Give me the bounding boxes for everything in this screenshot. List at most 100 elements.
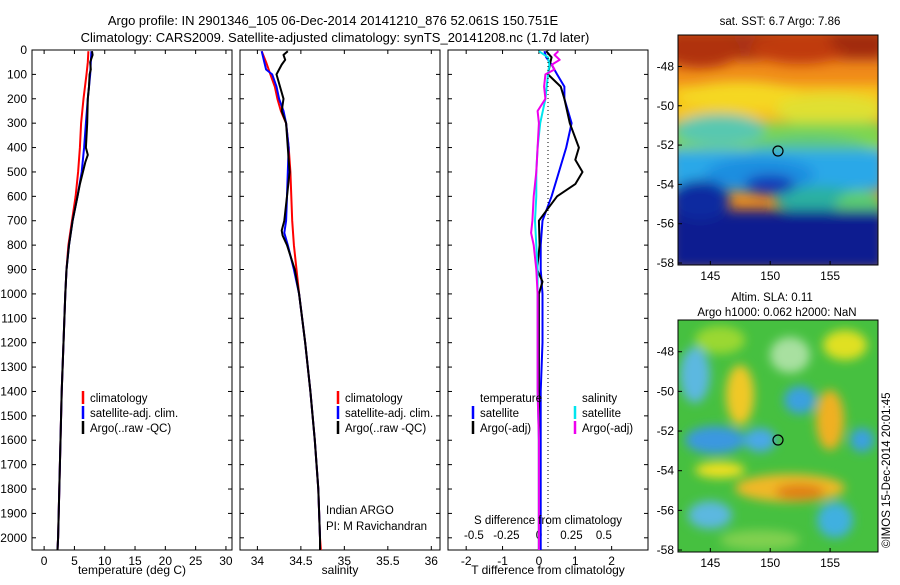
depth-tick-label: 200 [7,92,27,106]
lon-tick-label: 155 [820,556,840,570]
x-tick-label: 35 [338,554,352,568]
profile-lines [56,50,584,551]
figure-title-line1: Argo profile: IN 2901346_105 06-Dec-2014… [108,13,559,28]
depth-tick-label: 2000 [0,531,27,545]
tick-layer: 0100200300400500600700800900100011001200… [0,43,648,568]
sla-map-frame [677,319,879,553]
depth-tick-label: 400 [7,141,27,155]
lat-tick-label: -54 [657,177,675,191]
x-tick-label: 35.5 [376,554,400,568]
x-tick-label: 34.5 [289,554,313,568]
x-tick-label: 1 [572,554,579,568]
difference-legend: temperature satellite Argo(-adj) salinit… [471,393,633,435]
series-line-argo-raw-qc- [56,51,94,551]
argo-location-marker [772,434,784,446]
x-tick-label: 36 [425,554,439,568]
s-difference-axis-label: S difference from climatology [474,515,622,527]
lon-tick-label: 145 [700,269,720,283]
salinity-legend: climatology satellite-adj. clim. Argo(..… [336,391,433,435]
depth-tick-label: 300 [7,116,27,130]
salinity-panel-frame [239,49,441,551]
lat-tick-label: -48 [657,345,675,359]
depth-tick-label: 600 [7,189,27,203]
depth-tick-label: 1100 [1,311,27,325]
lon-tick-label: 150 [760,556,780,570]
x-tick-label: -1 [497,554,508,568]
argo-location-marker [772,145,784,157]
x-tick-label: 25 [189,554,203,568]
legend-label-satellite-adj: satellite-adj. clim. [345,408,433,420]
depth-tick-label: 800 [7,238,27,252]
lat-tick-label: -52 [657,424,675,438]
legend-header-temperature: temperature [480,393,542,405]
s-diff-tick-label: 0.5 [596,530,612,542]
lat-tick-label: -58 [657,543,675,557]
depth-tick-label: 500 [7,165,27,179]
x-tick-label: 15 [128,554,142,568]
depth-tick-label: 900 [7,263,27,277]
series-line-climatology [260,50,322,551]
annotation-line1: Indian ARGO [326,505,394,517]
legend-label-climatology: climatology [345,393,403,405]
legend-label-climatology: climatology [90,393,148,405]
sla-map [678,320,878,552]
temperature-axis-label: temperature (deg C) [78,563,186,577]
sst-map [678,35,878,265]
annotation-line2: PI: M Ravichandran [326,521,427,533]
series-line-salinity-argo-adj- [530,50,561,550]
series-line-argo-raw-qc- [275,50,321,550]
legend-label-t-satellite: satellite [480,408,519,420]
sla-map-title-line1: Altim. SLA: 0.11 [731,292,813,304]
legend-label-argo: Argo(..raw -QC) [90,423,171,435]
imos-credit: ©IMOS 15-Dec-2014 20:01:45 [881,392,893,548]
depth-tick-label: 1000 [0,287,27,301]
legend-label-s-argo: Argo(-adj) [582,423,633,435]
temperature-legend: climatology satellite-adj. clim. Argo(..… [81,391,178,435]
lat-tick-label: -56 [657,217,675,231]
legend-label-t-argo: Argo(-adj) [480,423,531,435]
lat-tick-label: -50 [657,99,675,113]
depth-tick-label: 1300 [0,360,27,374]
lon-tick-label: 145 [700,556,720,570]
x-tick-label: 0 [536,554,543,568]
s-diff-tick-label: 0.25 [560,530,582,542]
sst-map-frame [677,34,879,266]
legend-label-argo: Argo(..raw -QC) [345,423,426,435]
legend-label-s-satellite: satellite [582,408,621,420]
figure-title-line2: Climatology: CARS2009. Satellite-adjuste… [81,30,590,45]
x-tick-label: 10 [98,554,112,568]
lat-tick-label: -52 [657,138,675,152]
sla-map-title-line2: Argo h1000: 0.062 h2000: NaN [697,307,856,319]
legend-label-satellite-adj: satellite-adj. clim. [90,408,178,420]
depth-tick-label: 1400 [0,384,27,398]
lon-tick-label: 155 [820,269,840,283]
s-diff-tick-label: -0.5 [464,530,484,542]
x-tick-label: -2 [461,554,472,568]
x-tick-label: 5 [71,554,78,568]
depth-tick-label: 1700 [0,458,27,472]
temperature-panel-frame [31,49,233,551]
x-tick-label: 0 [41,554,48,568]
legend-header-salinity: salinity [582,393,617,405]
depth-tick-label: 1200 [0,336,27,350]
salinity-axis-label: salinity [322,563,359,577]
series-line-satellite-adj-clim- [260,50,321,550]
depth-tick-label: 0 [20,43,27,57]
depth-tick-label: 700 [7,214,27,228]
s-diff-tick-label: -0.25 [493,530,519,542]
depth-tick-label: 1800 [0,482,27,496]
x-tick-label: 34 [251,554,265,568]
x-tick-label: 30 [219,554,233,568]
t-difference-axis-label: T difference from climatology [471,563,625,577]
sst-map-title: sat. SST: 6.7 Argo: 7.86 [720,16,841,28]
sla-map-ticks: 145 150 155 -48 -50 -52 -54 -56 -58 [657,345,841,570]
lon-tick-label: 150 [760,269,780,283]
lat-tick-label: -58 [657,256,675,270]
sst-map-ticks: 145 150 155 -48 -50 -52 -54 -56 -58 [657,59,841,283]
depth-tick-label: 1600 [0,433,27,447]
lat-tick-label: -48 [657,59,675,73]
depth-tick-label: 1500 [0,409,27,423]
depth-tick-label: 1900 [0,506,27,520]
x-tick-label: 2 [608,554,615,568]
